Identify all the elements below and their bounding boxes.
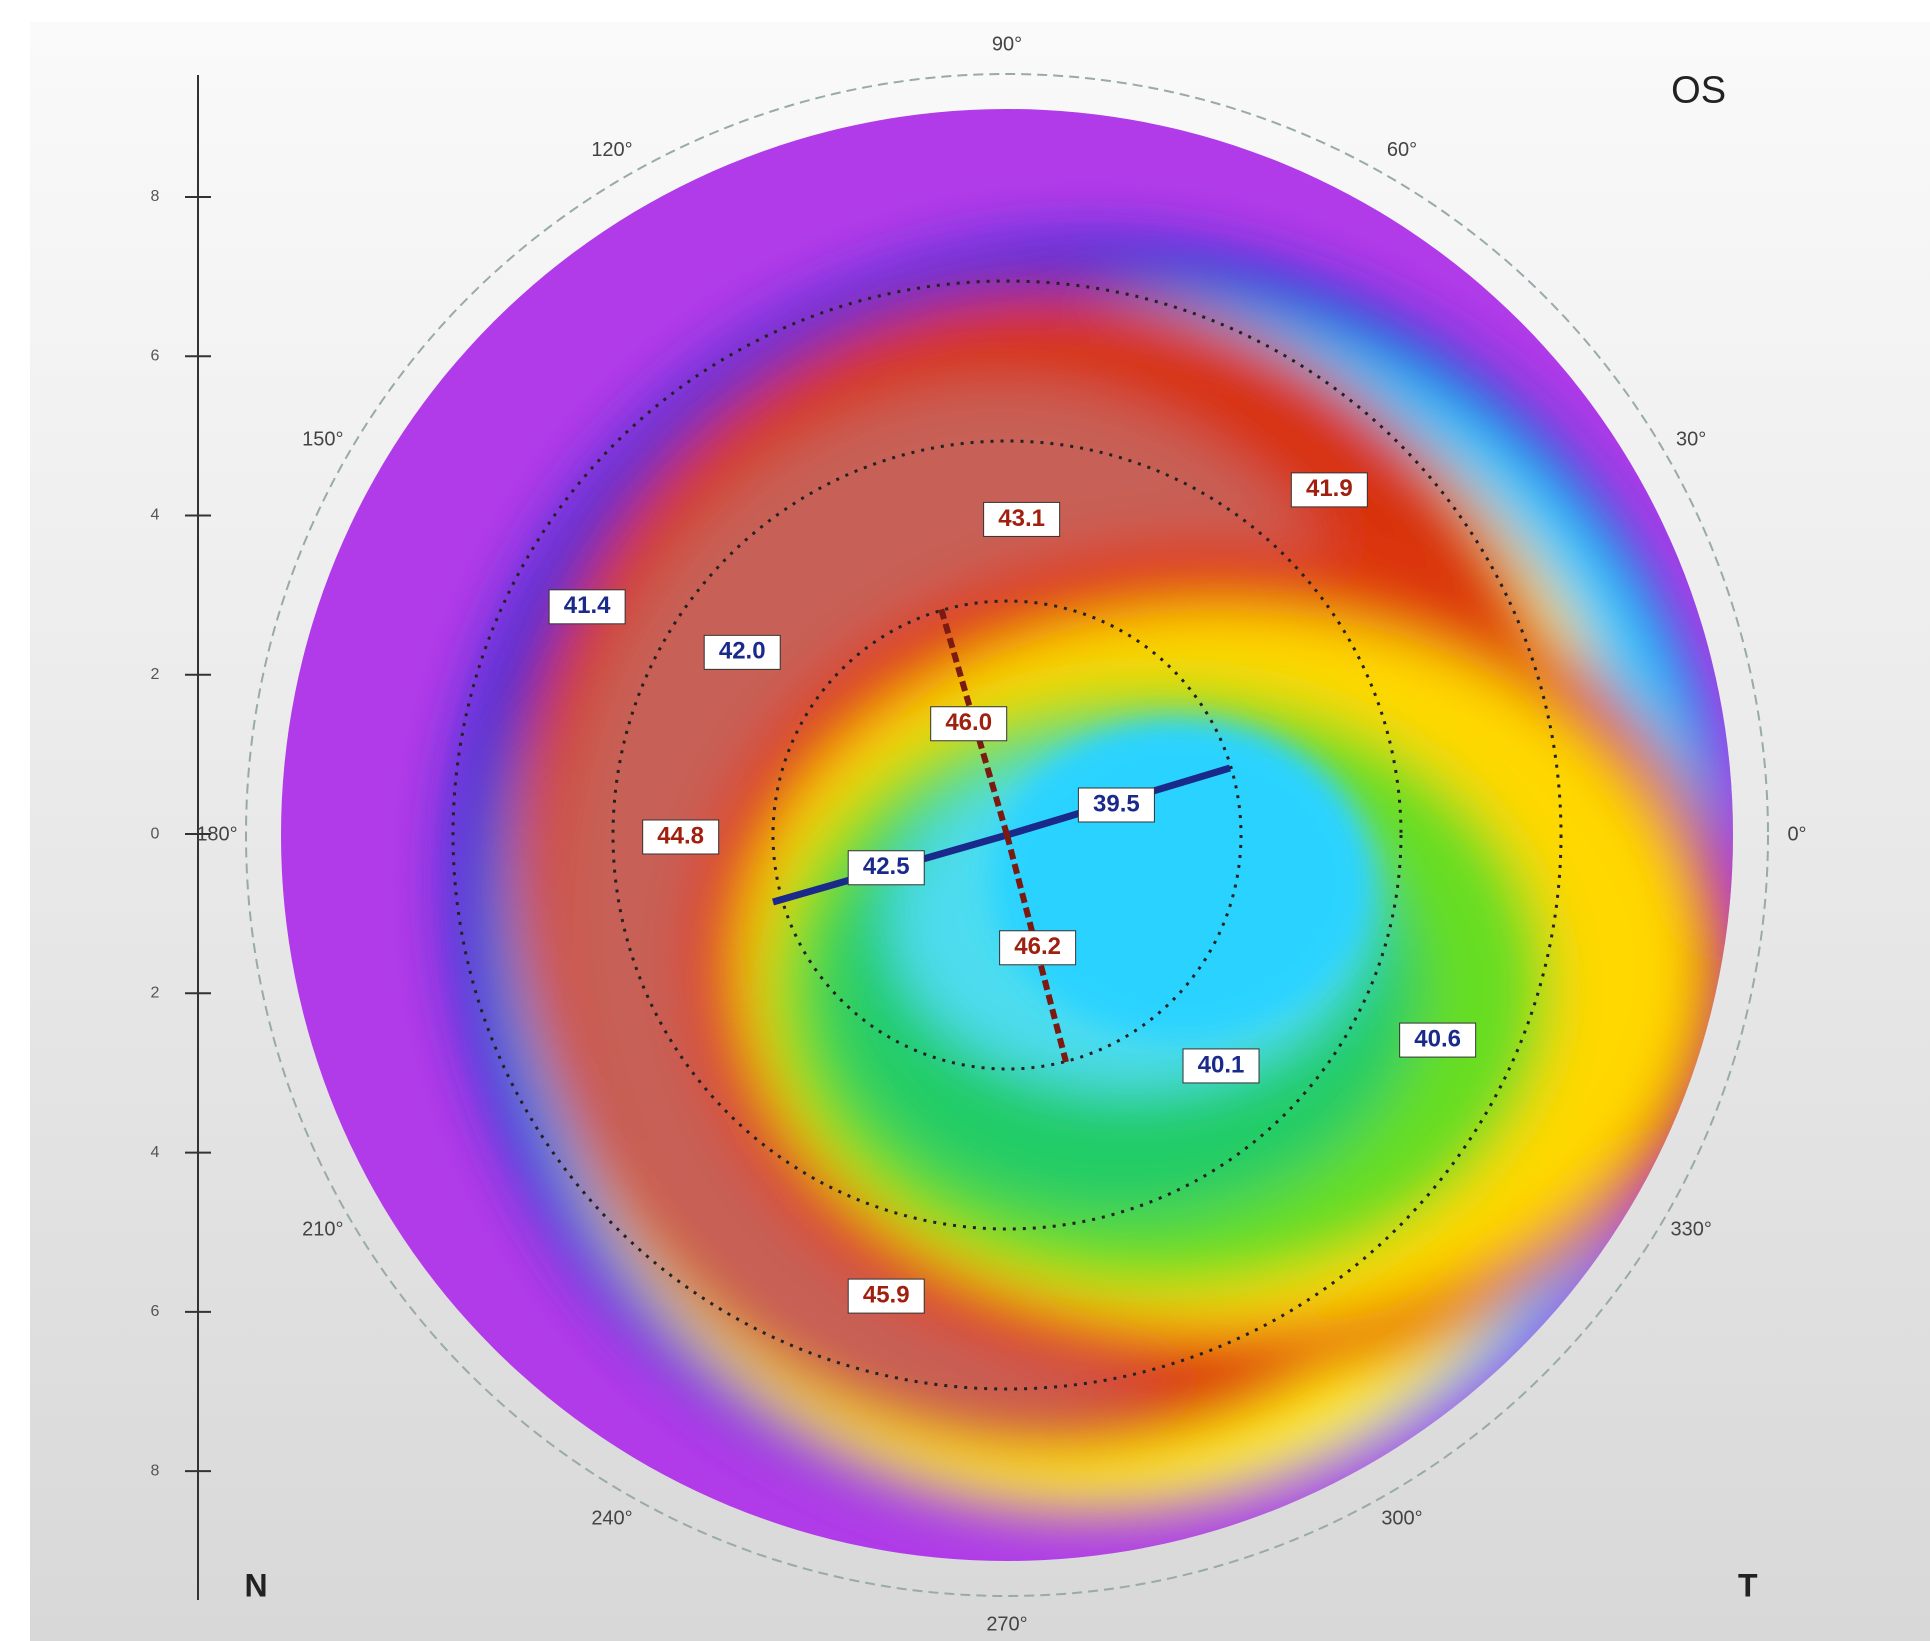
- scale-label: 6: [151, 347, 160, 364]
- map-label-box: [999, 930, 1077, 966]
- angle-label: 300°: [1381, 1507, 1422, 1529]
- color-map: [281, 109, 1733, 1561]
- scale-label: 4: [151, 507, 160, 524]
- map-label-box: [983, 501, 1061, 537]
- eye-label: OS: [1671, 69, 1726, 111]
- angle-label: 150°: [302, 428, 343, 450]
- map-label-box: [703, 634, 781, 670]
- outer-ring: [245, 73, 1769, 1597]
- ring-6mm: [611, 439, 1403, 1231]
- map-label-box: [1182, 1048, 1260, 1084]
- map-label: 43.1: [998, 505, 1045, 532]
- angle-label: 210°: [302, 1218, 343, 1240]
- angle-label: 120°: [591, 139, 632, 161]
- map-label: 39.5: [1093, 790, 1140, 817]
- map-label: 42.0: [719, 638, 766, 665]
- map-label: 46.0: [945, 709, 992, 736]
- map-label-box: [1290, 472, 1368, 508]
- angle-label: 60°: [1387, 139, 1417, 161]
- map-label-box: [847, 1278, 925, 1314]
- map-label-box: [548, 589, 626, 625]
- flat-axis: [937, 604, 1010, 836]
- angle-label: 180°: [196, 823, 237, 845]
- scale-label: 8: [151, 1462, 160, 1479]
- scale-label: 8: [151, 188, 160, 205]
- map-label-box: [642, 819, 720, 855]
- scale-label: 4: [151, 1144, 160, 1161]
- map-label: 45.9: [863, 1281, 910, 1308]
- angle-label: 330°: [1670, 1218, 1711, 1240]
- scale-label: 2: [151, 666, 160, 683]
- map-label: 41.4: [564, 592, 611, 619]
- map-label-box: [930, 706, 1008, 742]
- map-label: 42.5: [863, 853, 910, 880]
- temporal-label: T: [1738, 1567, 1758, 1603]
- labels: OS N T 90° 60° 30° 0° 330° 300° 270° 240° 210° 180° 1…: [151, 33, 1807, 1635]
- map-label: 40.1: [1198, 1051, 1245, 1078]
- scale-label: 6: [151, 1303, 160, 1320]
- scale-label: 0: [151, 825, 160, 842]
- map-label-box: [1077, 787, 1155, 823]
- map-label-box: [847, 850, 925, 886]
- map-label: 40.6: [1414, 1025, 1461, 1052]
- angle-label: 240°: [591, 1507, 632, 1529]
- angle-label: 30°: [1676, 428, 1706, 450]
- angle-label: 0°: [1787, 823, 1806, 845]
- flat-axis: [1004, 834, 1069, 1063]
- map-label: 44.8: [657, 822, 704, 849]
- map-label: 41.9: [1306, 475, 1353, 502]
- ring-9mm: [451, 279, 1563, 1391]
- scale-label: 2: [151, 985, 160, 1002]
- angle-label: 90°: [992, 33, 1022, 55]
- nasal-label: N: [244, 1567, 267, 1603]
- map-label: 46.2: [1014, 933, 1061, 960]
- ring-3mm: [771, 599, 1243, 1071]
- map-label-box: [1399, 1022, 1477, 1058]
- angle-label: 270°: [986, 1613, 1027, 1635]
